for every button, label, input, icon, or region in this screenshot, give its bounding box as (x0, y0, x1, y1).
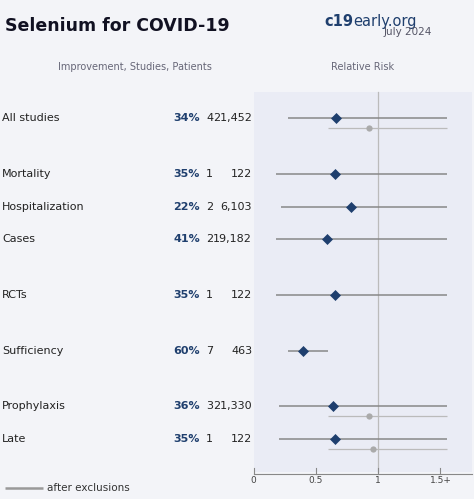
Text: 3: 3 (206, 401, 213, 411)
Text: July 2024: July 2024 (383, 27, 432, 37)
Text: 1.5+: 1.5+ (429, 476, 451, 485)
Text: 4: 4 (206, 113, 213, 123)
Text: 1: 1 (206, 290, 213, 300)
Text: 6,103: 6,103 (221, 202, 252, 212)
Text: early.org: early.org (353, 14, 417, 29)
Text: 19,182: 19,182 (213, 235, 252, 245)
Text: 122: 122 (231, 169, 252, 179)
Text: 35%: 35% (173, 290, 200, 300)
Text: 34%: 34% (173, 113, 200, 123)
Text: 122: 122 (231, 290, 252, 300)
Text: Hospitalization: Hospitalization (2, 202, 85, 212)
Text: 22%: 22% (173, 202, 200, 212)
Text: 463: 463 (231, 346, 252, 356)
Text: 36%: 36% (173, 401, 200, 411)
Text: 7: 7 (206, 346, 213, 356)
Text: 122: 122 (231, 434, 252, 444)
Text: Improvement, Studies, Patients: Improvement, Studies, Patients (58, 62, 212, 72)
Text: Late: Late (2, 434, 27, 444)
Text: 60%: 60% (173, 346, 200, 356)
Text: after exclusions: after exclusions (47, 483, 130, 493)
Text: Cases: Cases (2, 235, 36, 245)
Text: 21,452: 21,452 (213, 113, 252, 123)
Text: 2: 2 (206, 202, 213, 212)
Bar (254, 92, 472, 472)
Text: Mortality: Mortality (2, 169, 52, 179)
Text: 1: 1 (206, 169, 213, 179)
Text: RCTs: RCTs (2, 290, 28, 300)
Text: All studies: All studies (2, 113, 60, 123)
Text: 1: 1 (206, 434, 213, 444)
Text: c19: c19 (325, 14, 354, 29)
Text: 35%: 35% (173, 169, 200, 179)
Text: 0: 0 (251, 476, 256, 485)
Text: 41%: 41% (173, 235, 200, 245)
Text: Relative Risk: Relative Risk (331, 62, 394, 72)
Text: Selenium for COVID-19: Selenium for COVID-19 (5, 17, 229, 35)
Text: 1: 1 (375, 476, 381, 485)
Text: Prophylaxis: Prophylaxis (2, 401, 66, 411)
Text: 35%: 35% (173, 434, 200, 444)
Text: 21,330: 21,330 (214, 401, 252, 411)
Text: 2: 2 (206, 235, 213, 245)
Text: Sufficiency: Sufficiency (2, 346, 64, 356)
Text: 0.5: 0.5 (309, 476, 323, 485)
